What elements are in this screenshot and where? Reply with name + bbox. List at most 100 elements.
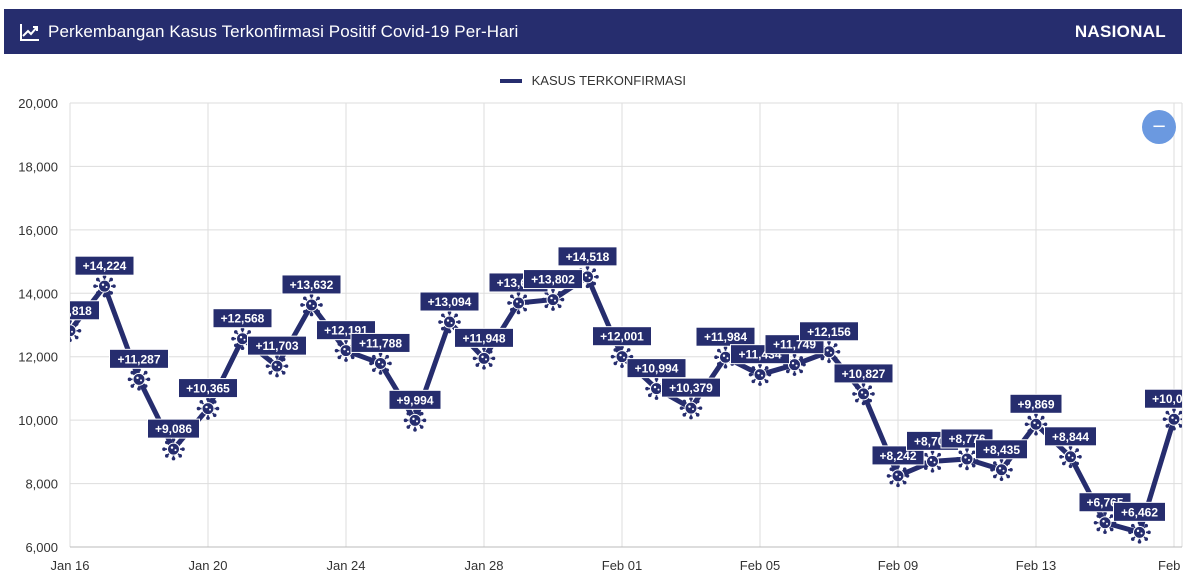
marker-core [581,270,594,284]
data-label-text: +12,568 [221,312,265,326]
marker-dot [377,360,381,364]
marker-spike-tip [488,363,493,367]
marker-spike-tip [275,354,279,359]
marker-spike-tip [902,467,907,471]
marker-dot [860,391,864,394]
marker-core [788,358,801,372]
chart-legend[interactable]: KASUS TERKONFIRMASI [0,73,1186,88]
marker-dot [933,461,936,464]
marker-dot [1171,416,1174,419]
marker-dot [864,393,867,396]
data-label-box [147,418,200,439]
marker-core [719,350,732,364]
marker-spike-tip [1034,431,1038,436]
marker-spike-tip [1040,429,1045,433]
data-label-box [799,321,859,342]
marker-spike-tip [799,369,804,374]
marker-spike-tip [146,377,151,382]
data-label-text: +13,802 [531,273,575,287]
marker-spike-tip [585,284,590,289]
collapse-button[interactable]: − [1142,110,1176,144]
marker-dot [347,350,349,353]
marker-spike-tip [171,456,176,461]
marker-spike-tip [955,457,960,461]
marker-spike-tip [990,467,994,472]
data-label: +8,844 [1044,426,1097,447]
marker-dot [830,351,832,354]
marker-dot [519,302,522,305]
marker-core [98,279,111,293]
marker-spike-tip [1068,445,1073,450]
marker-spike-tip [1130,537,1135,541]
marker-spike-tip [1059,455,1063,459]
scope-label: NASIONAL [1074,21,1166,41]
marker-spike-tip [1034,412,1038,417]
marker-dot [619,353,622,357]
marker-spike-tip [965,447,969,452]
marker-spike-tip [544,304,549,309]
marker-spike-tip [1040,415,1045,420]
data-label-box [1009,393,1063,414]
marker-spike-tip [233,343,238,348]
data-label-box [281,274,342,295]
marker-spike-tip [181,447,185,451]
marker-spike-tip [868,398,873,403]
y-tick-label: 14,000 [18,286,58,301]
data-point-marker [541,288,565,311]
marker-spike-tip [937,452,942,457]
marker-spike-tip [199,400,204,404]
marker-spike-tip [240,327,245,332]
marker-spike-tip [1043,422,1048,427]
data-label-box [1144,388,1182,409]
marker-spike-tip [868,385,873,389]
marker-spike-tip [206,416,210,420]
marker-spike-tip [1096,527,1101,532]
marker-spike-tip [802,362,806,367]
data-label: +14,518 [557,246,618,267]
marker-spike-tip [654,377,659,381]
data-point-marker [1093,511,1117,535]
data-label-box [454,327,514,348]
marker-dot [899,475,901,478]
marker-spike-tip [1075,448,1080,452]
marker-dot [381,363,384,366]
data-label-box [350,332,411,353]
marker-core [201,402,215,416]
marker-spike-tip [1027,415,1032,420]
marker-spike-tip [999,458,1004,463]
marker-spike-tip [178,440,183,445]
data-label: +11,703 [247,335,307,356]
marker-dot [657,388,660,391]
marker-spike-tip [95,291,100,295]
marker-spike-tip [491,356,496,361]
marker-dot [1140,532,1143,535]
marker-spike-tip [1024,422,1029,427]
marker-spike-tip [1009,467,1013,472]
marker-core [512,296,525,310]
data-label: +12,156 [799,321,859,342]
marker-spike-tip [965,466,969,471]
marker-dot [1175,419,1177,422]
marker-spike-tip [164,454,169,458]
marker-dot [308,302,312,305]
plot-area: +12,818 +14,224 +11,287 +9,086 +10,365 +12,56… [70,246,1182,544]
data-point-marker [265,354,289,378]
x-tick-label: Jan 20 [188,558,227,573]
marker-spike-tip [350,355,355,360]
marker-spike-tip [723,345,728,350]
data-point-marker [1162,407,1182,431]
marker-dot [692,408,694,411]
data-label: +8,435 [975,439,1028,460]
data-point-marker [921,450,944,473]
marker-spike-tip [1109,514,1114,518]
x-tick-label: Feb 09 [878,558,918,573]
marker-core [339,344,353,358]
marker-spike-tip [592,281,597,286]
data-label-box [592,326,652,347]
data-label-box [523,269,583,290]
marker-spike-tip [472,356,477,361]
data-label: +14,224 [74,255,135,276]
marker-spike-tip [714,355,718,360]
marker-spike-tip [613,361,618,366]
